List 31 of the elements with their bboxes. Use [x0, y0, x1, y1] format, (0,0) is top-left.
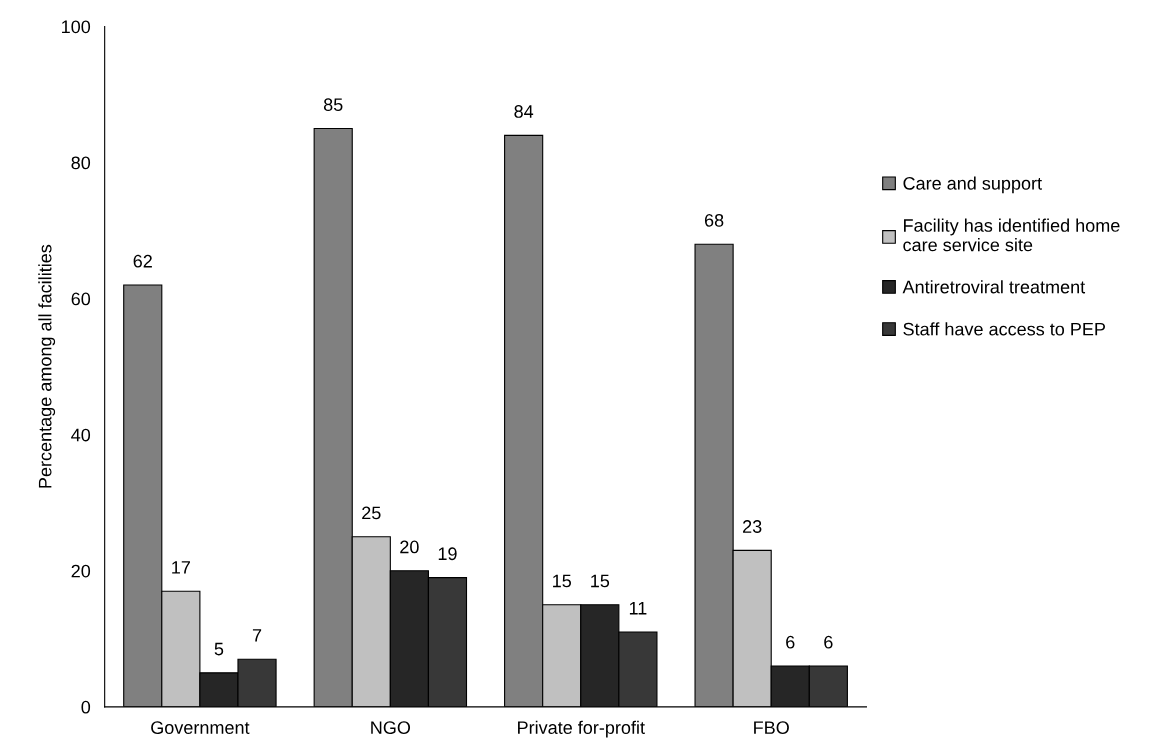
- data-label: 85: [323, 98, 343, 112]
- x-tick-label: FBO: [754, 721, 789, 735]
- data-label: 6: [786, 635, 795, 649]
- y-tick-label: 20: [71, 564, 91, 578]
- x-tick-label: NGO: [371, 721, 411, 735]
- y-tick-label: 80: [71, 156, 91, 170]
- x-tick-label: Private for-profit: [518, 720, 645, 738]
- data-label: 15: [591, 574, 610, 588]
- legend-label: Facility has identified home care service site: [903, 218, 1120, 252]
- data-label: 5: [214, 642, 224, 656]
- data-label: 23: [743, 520, 762, 533]
- x-tick-label: Government: [151, 721, 250, 735]
- data-label: 6: [824, 635, 833, 649]
- data-label: 84: [514, 105, 534, 118]
- data-label: 15: [553, 574, 572, 588]
- data-label: 17: [172, 561, 190, 574]
- data-label: 11: [629, 601, 647, 615]
- legend-label: Antiretroviral treatment: [902, 280, 1086, 294]
- data-label: 68: [704, 213, 724, 227]
- data-label: 20: [400, 540, 419, 554]
- data-label: 62: [133, 254, 152, 268]
- data-label: 19: [438, 547, 457, 561]
- data-label: 7: [252, 629, 262, 642]
- data-label: 25: [362, 506, 381, 520]
- legend-label: Care and support: [903, 176, 1042, 194]
- y-tick-label: 0: [81, 700, 91, 714]
- y-axis-title: Percentage among all facilities: [38, 244, 56, 488]
- y-tick-label: 40: [71, 428, 91, 442]
- y-tick-label: 100: [62, 20, 91, 34]
- y-tick-label: 60: [71, 292, 91, 306]
- legend-label: Staff have access to PEP: [903, 322, 1106, 336]
